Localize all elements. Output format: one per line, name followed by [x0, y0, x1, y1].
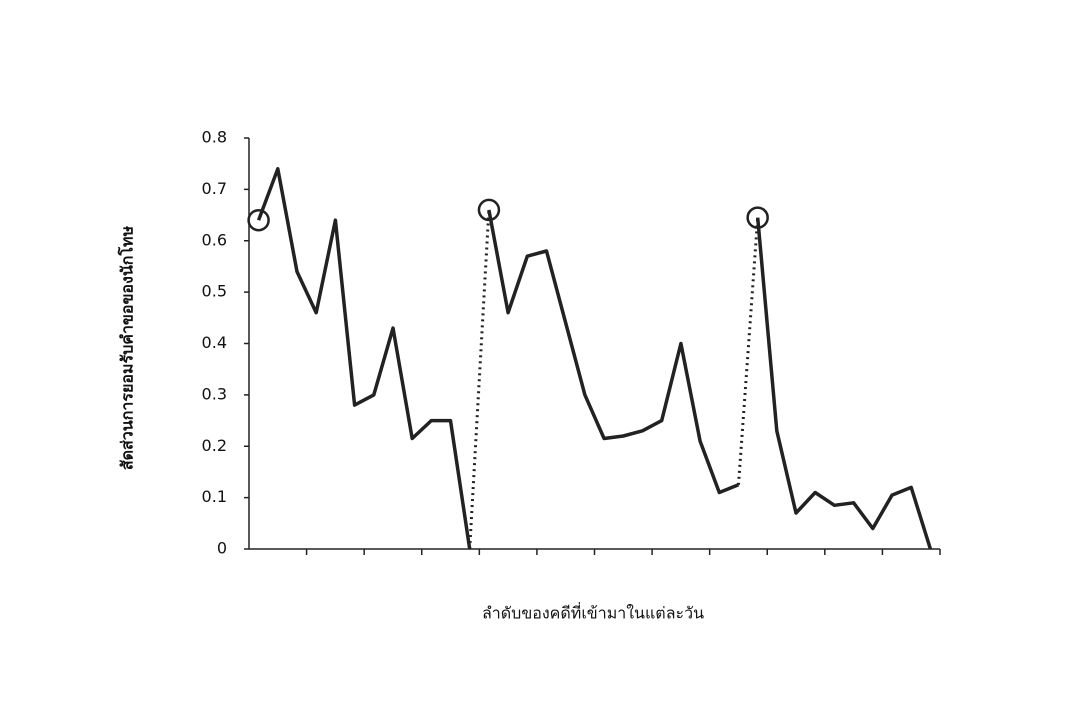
line — [487, 209, 740, 495]
line — [755, 217, 933, 550]
y-tick-label: 0.4 — [202, 333, 227, 352]
y-tick-label: 0.2 — [202, 436, 227, 455]
y-tick-label: 0.3 — [202, 384, 227, 403]
x-axis-label: ลำดับของคดีที่เข้ามาในแต่ละวัน — [482, 602, 704, 623]
y-tick-label: 0.5 — [202, 282, 227, 301]
y-tick-label: 0.1 — [202, 487, 227, 506]
y-tick-label: 0.8 — [202, 128, 227, 147]
line — [468, 209, 760, 550]
point-marker — [247, 208, 270, 232]
y-tick-label: 0.6 — [202, 230, 227, 249]
point-marker — [746, 206, 769, 229]
y-tick-label: 0.7 — [202, 179, 227, 198]
line — [256, 167, 472, 550]
y-tick-label: 0 — [217, 539, 227, 558]
y-axis-label: สัดส่วนการยอมรับคำขอของนักโทษ — [117, 225, 137, 470]
point-marker — [477, 198, 501, 222]
